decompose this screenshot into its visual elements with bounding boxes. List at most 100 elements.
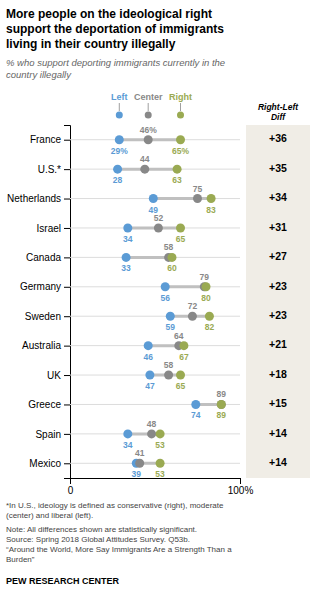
x-tick-mark [240, 478, 241, 484]
dot [145, 371, 154, 380]
data-label: 53 [155, 469, 165, 479]
text-line: More people on the ideological right [6, 7, 212, 21]
y-tick: France [30, 134, 70, 145]
legend-swatch [116, 112, 123, 119]
text-line: % who support deporting immigrants curre… [6, 57, 225, 68]
data-label: 46 [143, 352, 153, 362]
data-label: 58 [164, 360, 174, 370]
row-baseline [70, 463, 240, 464]
dot [135, 459, 144, 468]
text-line: Right-Left [258, 102, 299, 112]
y-tick-label: France [30, 134, 62, 145]
dot [217, 400, 226, 409]
row-baseline [70, 257, 240, 258]
dot [147, 429, 156, 438]
diff-value: +34 [269, 191, 287, 203]
row-baseline [70, 404, 240, 405]
dot [176, 135, 185, 144]
diff-value: +23 [269, 280, 287, 292]
dot [202, 282, 211, 291]
x-tick: 0 [68, 478, 74, 496]
x-axis: 0 100% [68, 478, 254, 496]
dot [140, 165, 149, 174]
legend-swatch [177, 112, 184, 119]
y-tick: Australia [22, 340, 70, 351]
y-tick-label: U.S.* [38, 164, 61, 175]
x-tick: 100% [228, 478, 254, 496]
x-tick-label: 0 [68, 485, 74, 496]
legend-label: Center [134, 92, 163, 102]
data-label: 60 [167, 263, 177, 273]
diff-value: +36 [269, 132, 287, 144]
dot [144, 135, 153, 144]
y-tick-mark [64, 199, 70, 200]
data-label: 28 [113, 175, 123, 185]
data-label: 58 [164, 242, 174, 252]
data-label: 46% [140, 125, 157, 135]
legend-connector [148, 103, 149, 111]
x-axis-line [71, 479, 241, 485]
y-tick-label: Mexico [29, 458, 61, 469]
text-line: (center) and liberal (left). [6, 511, 93, 520]
source: PEW RESEARCH CENTER [6, 576, 120, 586]
data-label: 89 [217, 410, 227, 420]
diff-value: +15 [269, 397, 287, 409]
text-line: living in their country illegally [6, 37, 176, 51]
y-tick-mark [64, 346, 70, 347]
subtitle: % who support deporting immigrants curre… [6, 57, 225, 80]
diff-value: +23 [269, 309, 287, 321]
data-label: 34 [123, 440, 133, 450]
dot [217, 400, 226, 409]
row-baseline [70, 169, 240, 170]
data-label: 74 [191, 410, 201, 420]
data-label: 33 [121, 263, 131, 273]
y-axis-line [64, 126, 71, 479]
y-axis: FranceU.S.*NetherlandsIsraelCanadaGerman… [7, 126, 70, 479]
y-tick-mark [64, 434, 70, 435]
dot [156, 459, 165, 468]
data-label: 29% [111, 146, 128, 156]
y-tick-label: Spain [35, 429, 61, 440]
dot [193, 194, 202, 203]
data-label: 44 [140, 154, 150, 164]
data-label: 72 [188, 301, 198, 311]
title: More people on the ideological rightsupp… [6, 7, 224, 51]
y-tick-mark [64, 404, 70, 405]
dot [207, 194, 216, 203]
text-line: Note: All differences shown are statisti… [6, 525, 197, 534]
data-label: 53 [155, 440, 165, 450]
text-line: Burden” [6, 555, 35, 564]
diff-value: +18 [269, 368, 287, 380]
diff-header: Right-LeftDiff [258, 102, 299, 122]
dot [168, 253, 177, 262]
dot [176, 371, 185, 380]
y-tick: UK [47, 370, 70, 381]
diff-value: +14 [269, 427, 287, 439]
data-label: 52 [154, 213, 164, 223]
legend-item: Left [111, 92, 128, 119]
y-tick-mark [64, 375, 70, 376]
y-tick: Canada [26, 252, 70, 263]
data-label: 79 [200, 272, 210, 282]
dot [173, 165, 182, 174]
range-segment [153, 197, 211, 200]
dot [154, 223, 163, 232]
data-label: 89 [217, 389, 227, 399]
dot [205, 312, 214, 321]
y-tick-mark [64, 463, 70, 464]
row-baseline [70, 375, 240, 376]
text-line: country illegally [6, 69, 72, 80]
diff-value: +35 [269, 162, 287, 174]
diff-value: +31 [269, 221, 287, 233]
text-line: support the deportation of immigrants [6, 22, 224, 36]
data-label: 63 [172, 175, 182, 185]
dot [164, 371, 173, 380]
row-baseline [70, 139, 240, 140]
legend-swatch [145, 112, 152, 119]
dot [122, 253, 131, 262]
y-tick-mark [64, 257, 70, 258]
dot [188, 312, 197, 321]
dot [123, 223, 132, 232]
y-tick-mark [64, 316, 70, 317]
y-tick: Spain [35, 429, 70, 440]
